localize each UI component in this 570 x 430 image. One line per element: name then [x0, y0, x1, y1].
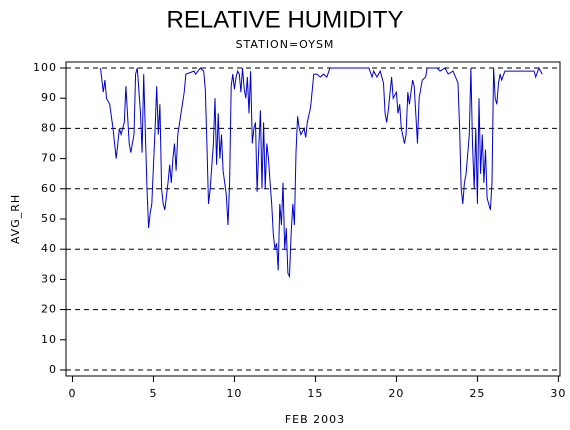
- chart-subtitle: STATION=OYSM: [236, 38, 335, 51]
- y-tick-label: 60: [41, 182, 57, 195]
- x-tick-label: 20: [388, 387, 404, 400]
- x-axis-label: FEB 2003: [285, 413, 345, 426]
- x-tick-label: 0: [68, 387, 76, 400]
- x-tick-label: 15: [307, 387, 323, 400]
- y-tick-label: 20: [41, 303, 57, 316]
- data-line: [100, 66, 543, 279]
- y-tick-label: 50: [41, 212, 57, 225]
- y-tick-label: 90: [41, 91, 57, 104]
- y-tick-label: 100: [33, 61, 57, 74]
- chart-title: RELATIVE HUMIDITY: [167, 6, 404, 33]
- x-tick-label: 25: [469, 387, 485, 400]
- y-tick-label: 10: [41, 333, 57, 346]
- x-tick-label: 5: [149, 387, 157, 400]
- y-tick-label: 80: [41, 121, 57, 134]
- y-axis-label: AVG_RH: [9, 194, 22, 244]
- x-tick-label: 10: [226, 387, 242, 400]
- y-tick-label: 40: [41, 242, 57, 255]
- x-tick-label: 30: [550, 387, 566, 400]
- y-tick-label: 0: [49, 363, 57, 376]
- y-tick-label: 30: [41, 272, 57, 285]
- y-tick-label: 70: [41, 152, 57, 165]
